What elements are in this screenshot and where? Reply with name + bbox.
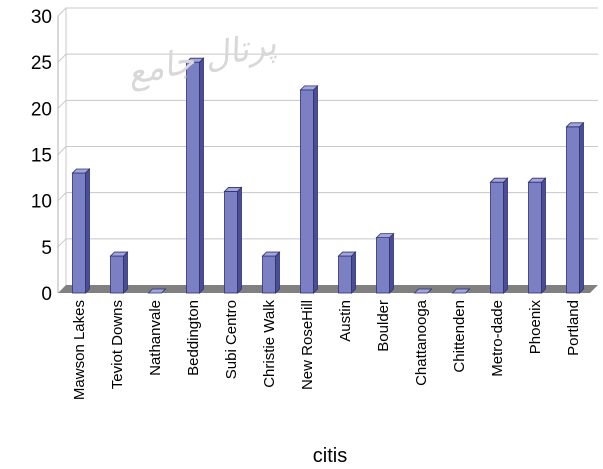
- x-tick-label: New RoseHill: [299, 300, 316, 390]
- y-tick-labels: 0 5 10 15 20 25 30: [31, 7, 52, 305]
- bars: [71, 57, 585, 294]
- x-tick-label: Mawson Lakes: [71, 300, 88, 400]
- y-tick-label: 30: [31, 7, 52, 28]
- x-tick-label: Nathanvale: [147, 300, 164, 376]
- bar: [261, 251, 281, 294]
- bar: [147, 288, 167, 294]
- bar: [489, 177, 509, 294]
- bar: [299, 84, 319, 294]
- bar: [451, 288, 471, 294]
- y-tick-label: 10: [31, 192, 52, 213]
- chart-floor: [58, 285, 598, 293]
- bar: [71, 168, 91, 294]
- x-tick-label: Chattanooga: [413, 299, 430, 386]
- x-axis-title: citis: [313, 445, 347, 467]
- x-tick-label: Austin: [337, 300, 354, 342]
- gridline: [57, 7, 598, 17]
- x-tick-label: Portland: [565, 300, 582, 356]
- bar: [109, 251, 129, 294]
- y-tick-label: 5: [41, 238, 52, 259]
- bar: [337, 251, 357, 294]
- y-tick-label: 25: [31, 53, 52, 74]
- x-tick-labels: Mawson Lakes Teviot Downs Nathanvale Beddin…: [71, 299, 582, 400]
- bar: [185, 57, 205, 294]
- bar: [565, 121, 585, 294]
- x-tick-label: Subi Centro: [223, 300, 240, 379]
- bar: [413, 288, 433, 294]
- x-tick-label: Teviot Downs: [109, 300, 126, 389]
- x-tick-label: Boulder: [375, 300, 392, 352]
- bar: [223, 186, 243, 294]
- y-tick-label: 0: [41, 284, 52, 305]
- gridline: [57, 146, 598, 155]
- x-tick-label: Metro-dade: [489, 300, 506, 377]
- y-tick-label: 20: [31, 99, 52, 120]
- x-tick-label: Chittenden: [451, 300, 468, 373]
- y-tick-label: 15: [31, 146, 52, 167]
- floor-plane: [58, 285, 598, 293]
- bar: [527, 177, 547, 294]
- gridline: [57, 99, 598, 109]
- x-tick-label: Phoenix: [527, 300, 544, 355]
- y-axis: [57, 8, 67, 293]
- gridline: [57, 192, 598, 202]
- x-tick-label: Beddington: [185, 300, 202, 376]
- x-tick-label: Christie Walk: [261, 300, 278, 388]
- bar: [375, 232, 395, 294]
- gridlines: [57, 7, 598, 248]
- gridline: [57, 238, 598, 248]
